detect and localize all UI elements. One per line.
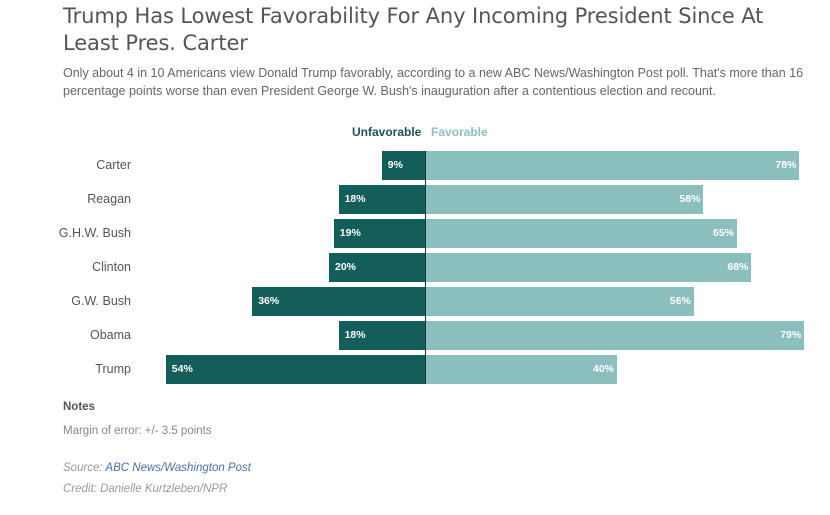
data-label-favorable-carter: 78% bbox=[775, 159, 797, 171]
data-label-favorable-reagan: 58% bbox=[679, 193, 701, 205]
bar-unfavorable-trump bbox=[165, 355, 425, 384]
data-label-unfavorable-clinton: 20% bbox=[335, 261, 357, 273]
data-label-favorable-g-h-w-bush: 65% bbox=[713, 227, 735, 239]
bar-unfavorable-reagan bbox=[338, 185, 425, 214]
chart-title: Trump Has Lowest Favorability For Any In… bbox=[63, 4, 764, 55]
bar-unfavorable-clinton bbox=[329, 253, 425, 282]
source-line: Source: ABC News/Washington Post bbox=[63, 462, 251, 474]
data-label-unfavorable-reagan: 18% bbox=[344, 193, 366, 205]
data-label-favorable-g-w-bush: 56% bbox=[669, 295, 691, 307]
bar-favorable-obama bbox=[425, 321, 805, 350]
data-label-favorable-clinton: 68% bbox=[727, 261, 749, 273]
bar-chart: Carter 9% 78% Reagan 18% 58% G.H.W. Bush 19% 65%… bbox=[58, 151, 805, 384]
category-label-carter: Carter bbox=[96, 158, 131, 172]
category-label-obama: Obama bbox=[90, 328, 131, 342]
category-label-clinton: Clinton bbox=[92, 260, 131, 274]
source-label: Source: bbox=[63, 462, 103, 474]
category-label-g-h-w-bush: G.H.W. Bush bbox=[58, 226, 131, 240]
bar-favorable-reagan bbox=[425, 185, 704, 214]
bar-unfavorable-g-w-bush bbox=[252, 287, 425, 316]
data-label-unfavorable-trump: 54% bbox=[171, 363, 193, 375]
zero-axis-line bbox=[425, 151, 426, 384]
category-label-trump: Trump bbox=[95, 362, 131, 376]
chart-subtitle: Only about 4 in 10 Americans view Donald… bbox=[63, 66, 804, 98]
data-label-favorable-obama: 79% bbox=[780, 329, 802, 341]
data-label-unfavorable-obama: 18% bbox=[344, 329, 366, 341]
bar-unfavorable-obama bbox=[338, 321, 425, 350]
data-label-unfavorable-carter: 9% bbox=[387, 159, 403, 171]
legend-unfavorable: Unfavorable bbox=[352, 125, 422, 139]
bar-unfavorable-carter bbox=[381, 151, 425, 180]
category-label-g-w-bush: G.W. Bush bbox=[71, 294, 131, 308]
notes-text: Margin of error: +/- 3.5 points bbox=[63, 425, 212, 437]
category-label-reagan: Reagan bbox=[87, 192, 131, 206]
notes-heading: Notes bbox=[63, 401, 95, 413]
bar-favorable-g-w-bush bbox=[425, 287, 694, 316]
data-label-favorable-trump: 40% bbox=[593, 363, 615, 375]
legend-favorable: Favorable bbox=[431, 125, 488, 139]
credit-line: Credit: Danielle Kurtzleben/NPR bbox=[63, 483, 228, 495]
data-label-unfavorable-g-w-bush: 36% bbox=[258, 295, 280, 307]
bar-favorable-clinton bbox=[425, 253, 752, 282]
bar-favorable-g-h-w-bush bbox=[425, 219, 737, 248]
bar-favorable-carter bbox=[425, 151, 800, 180]
bar-favorable-trump bbox=[425, 355, 617, 384]
bar-unfavorable-g-h-w-bush bbox=[333, 219, 425, 248]
source-link[interactable]: ABC News/Washington Post bbox=[105, 462, 251, 474]
data-label-unfavorable-g-h-w-bush: 19% bbox=[339, 227, 361, 239]
